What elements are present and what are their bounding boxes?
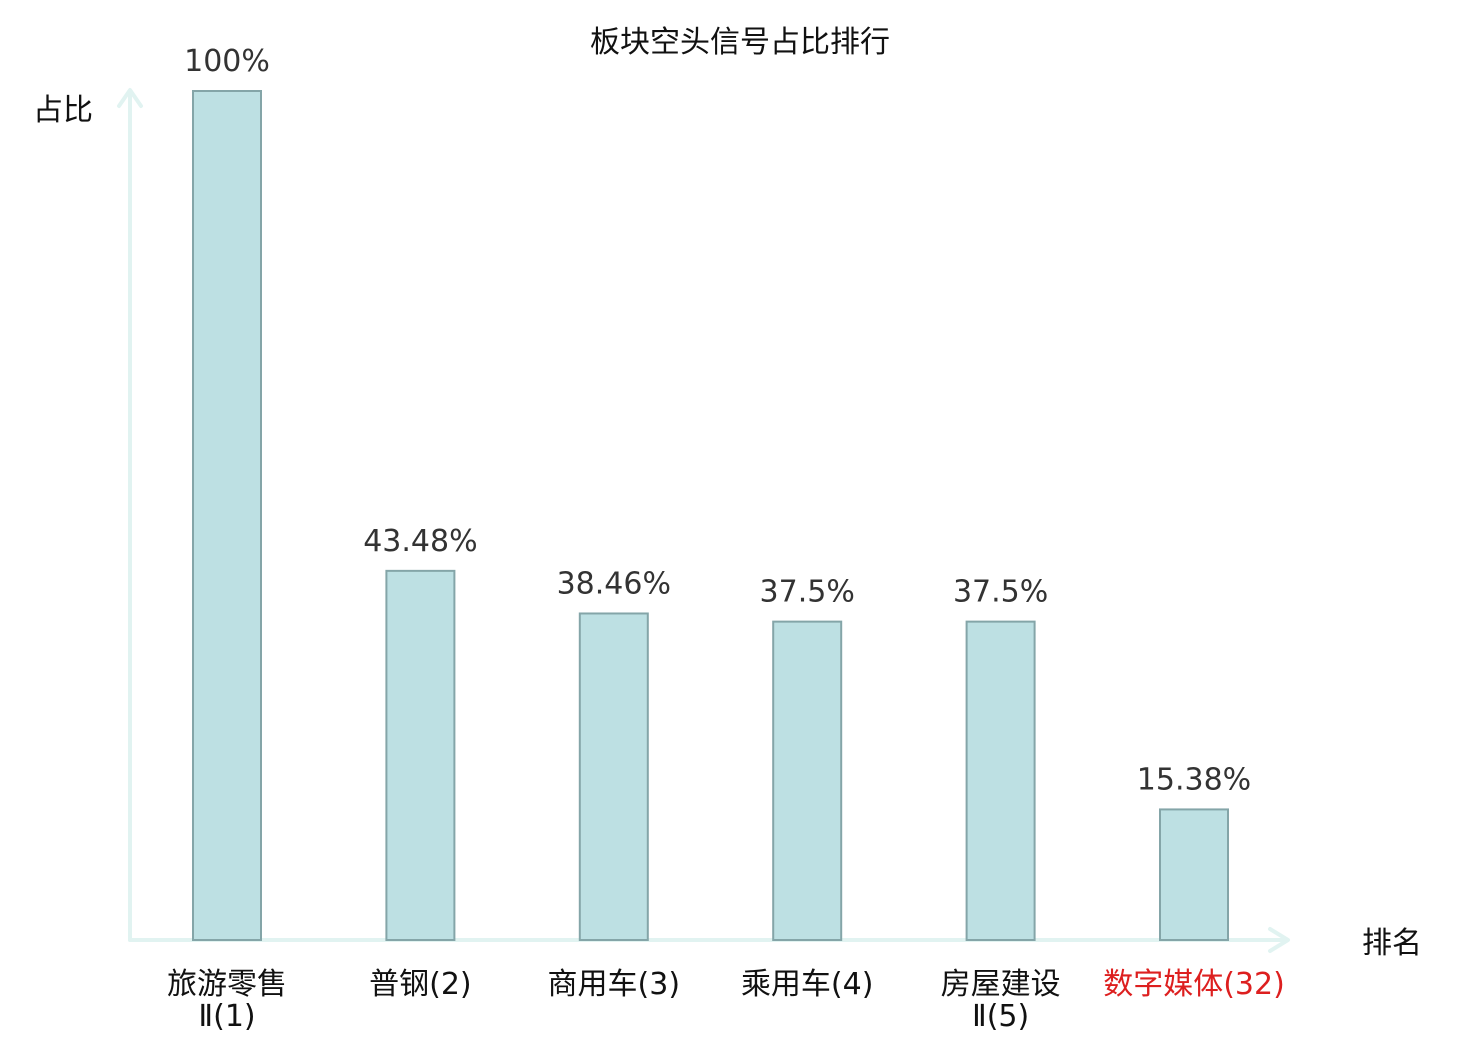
x-tick-label-5-line-2: Ⅱ(5) [972, 999, 1029, 1034]
y-axis [117, 88, 143, 942]
y-axis-arrow [117, 88, 143, 108]
bar-6 [1159, 808, 1229, 942]
bar-4 [772, 620, 843, 941]
bar-2 [385, 569, 456, 941]
chart-title: 板块空头信号占比排行 [590, 25, 890, 60]
x-tick-label-1-line-2: Ⅱ(1) [198, 999, 255, 1034]
x-tick-label-1-line-1: 旅游零售 [167, 967, 287, 1002]
value-label-2: 43.48% [363, 524, 477, 559]
x-axis-label: 排名 [1362, 926, 1422, 961]
x-tick-label-4: 乘用车(4) [741, 967, 874, 1002]
value-label-5: 37.5% [953, 575, 1048, 610]
bar-3 [578, 612, 649, 941]
x-axis-arrow [1268, 927, 1290, 953]
value-label-1: 100% [184, 44, 270, 79]
x-axis [128, 927, 1290, 953]
bar-1 [192, 90, 262, 941]
y-axis-label: 占比 [33, 93, 93, 128]
x-tick-label-2: 普钢(2) [369, 967, 472, 1002]
value-label-4: 37.5% [760, 575, 855, 610]
x-tick-label-5-line-1: 房屋建设 [941, 967, 1061, 1002]
value-labels-group: 100% 43.48% 38.46% 37.5% 37.5% 15.38% [184, 44, 1251, 797]
bars-group [192, 90, 1229, 942]
x-tick-label-6: 数字媒体(32) [1103, 967, 1285, 1002]
value-label-3: 38.46% [557, 566, 671, 601]
bar-5 [965, 620, 1036, 941]
value-label-6: 15.38% [1137, 762, 1251, 797]
x-tick-label-3: 商用车(3) [548, 967, 681, 1002]
